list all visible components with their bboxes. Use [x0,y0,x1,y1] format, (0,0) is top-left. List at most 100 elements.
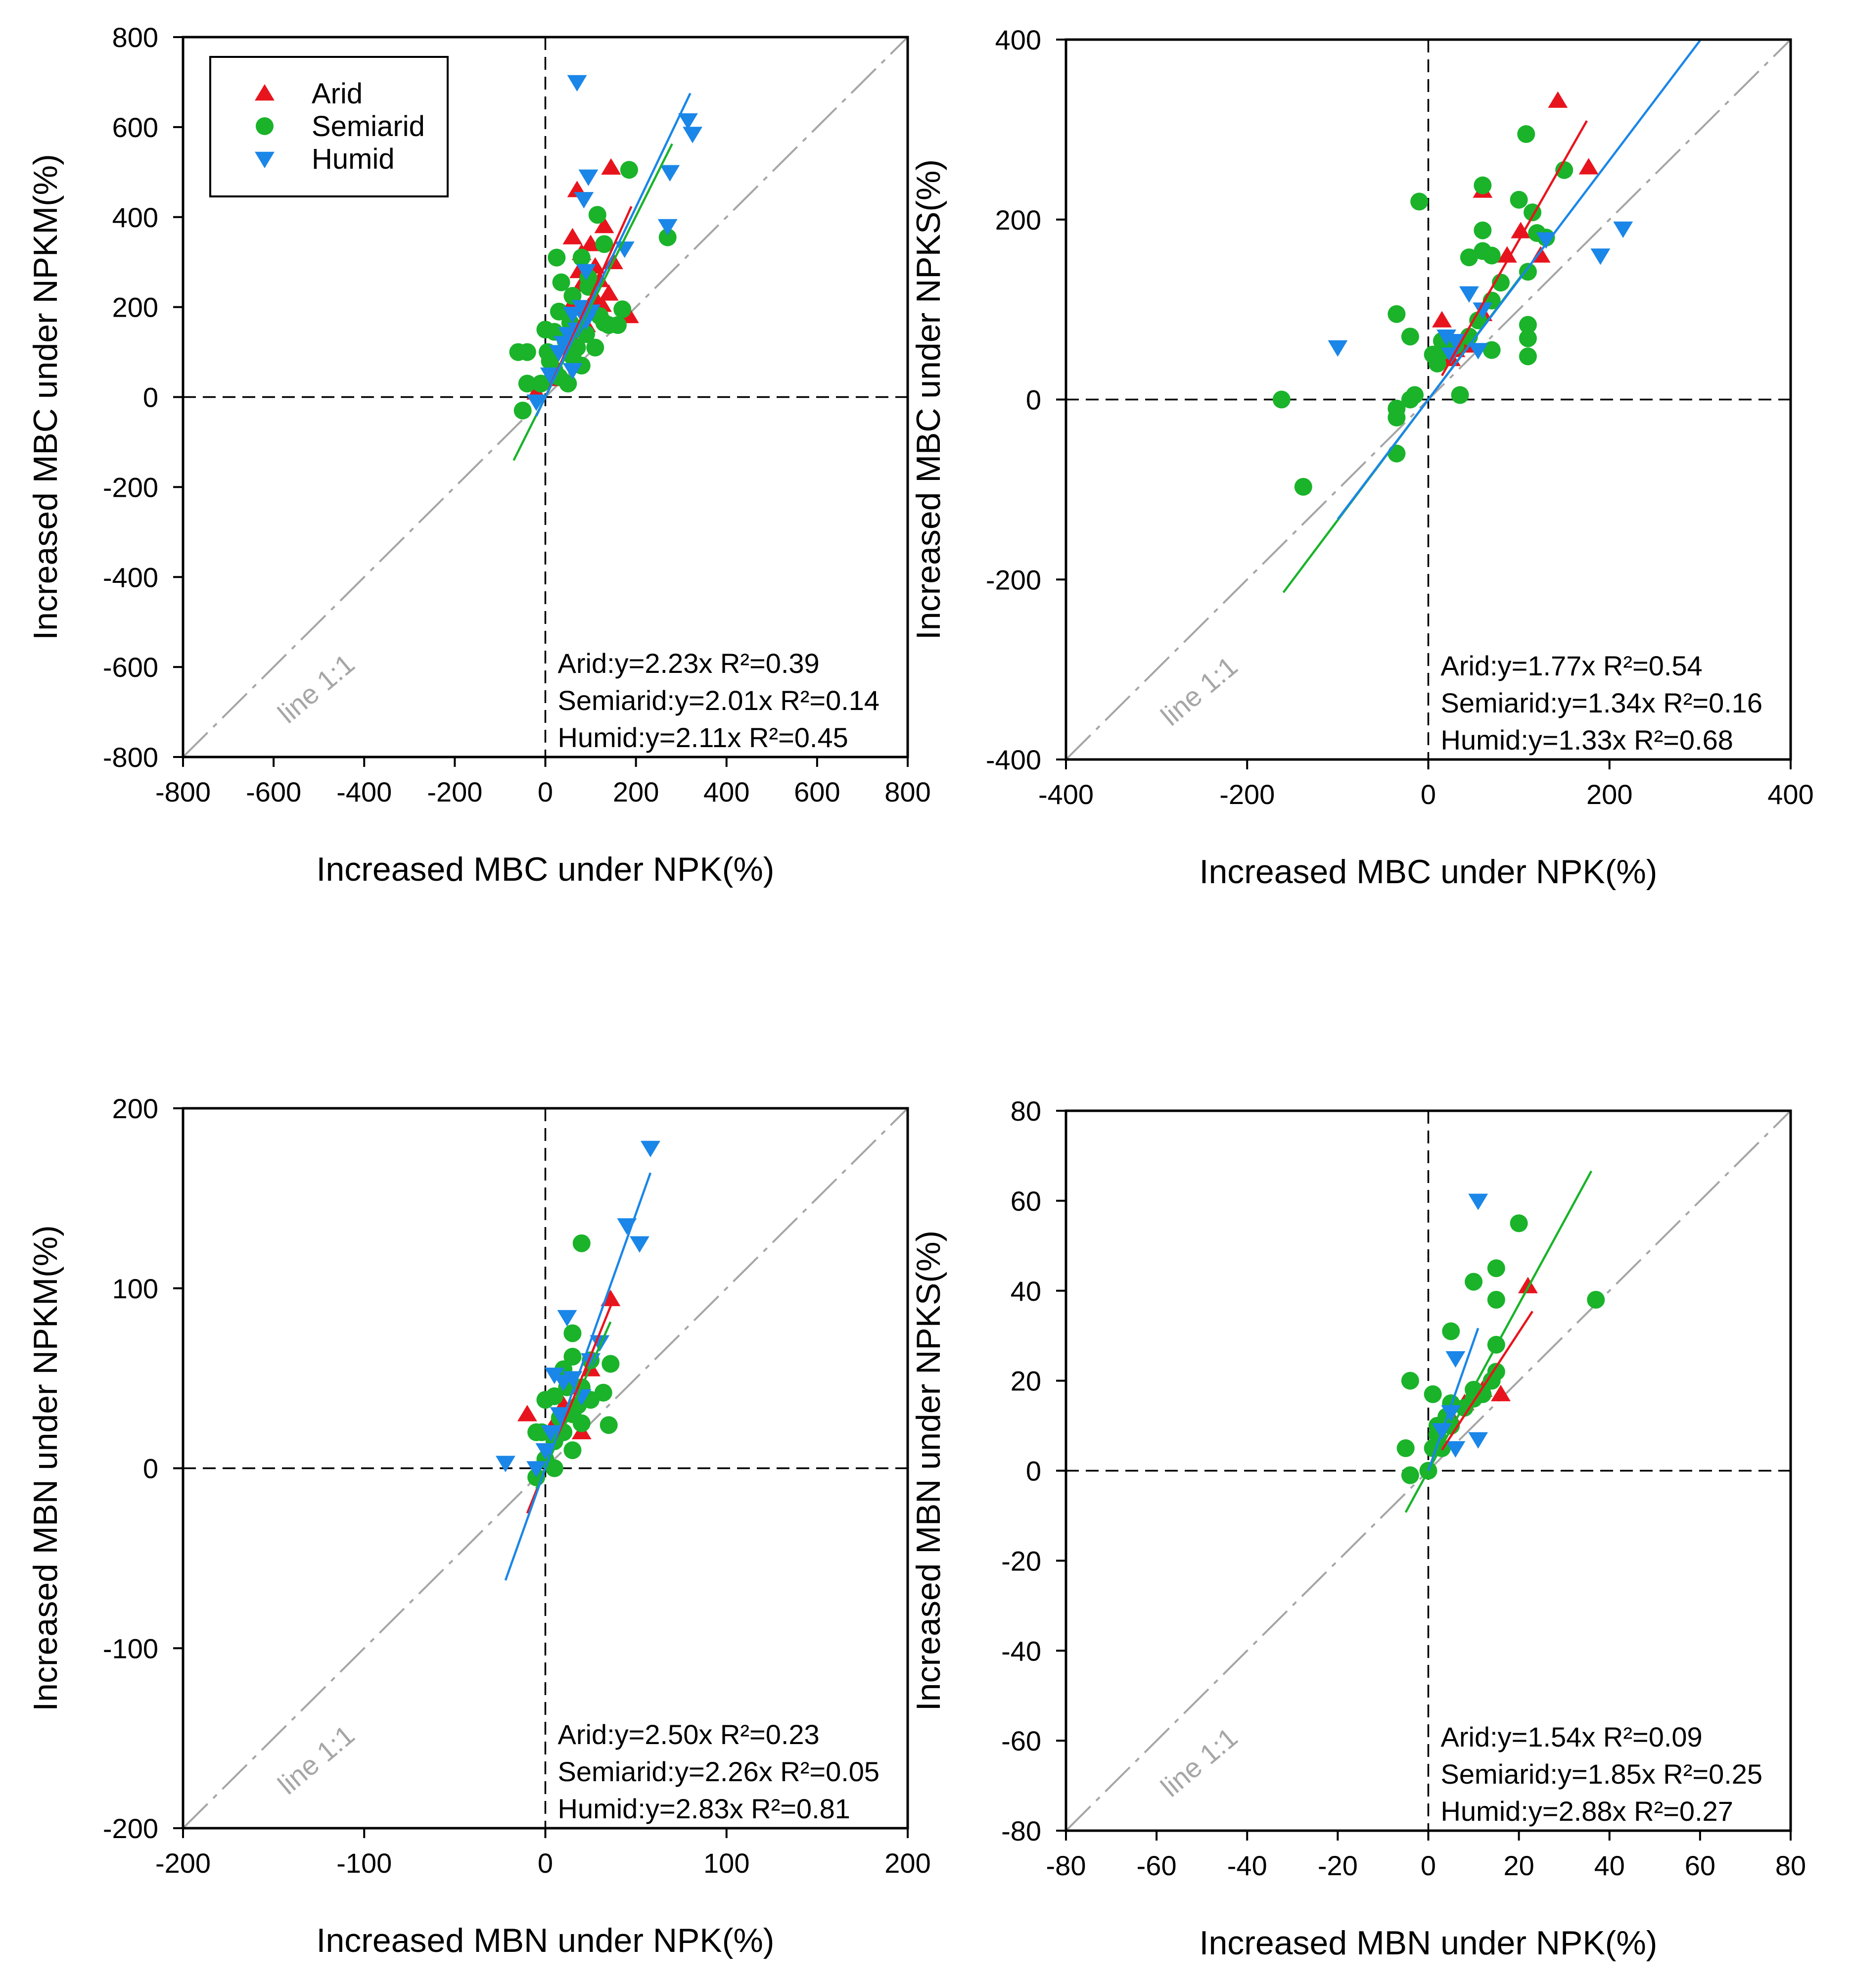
data-point-semiarid [586,338,604,357]
y-tick-label: 80 [1011,1095,1041,1127]
data-point-semiarid [1401,1372,1419,1390]
data-point-humid [630,1236,649,1253]
y-tick-label: -200 [103,1813,158,1844]
fit-line-humid [535,93,692,417]
y-tick-label: -40 [1001,1635,1041,1666]
x-tick-label: 80 [1775,1850,1806,1881]
x-axis-title: Increased MBC under NPK(%) [317,851,775,888]
panel-mbn-npkm: line 1:1-200 -100 0 100 200-200-1000100200In… [27,1093,931,1959]
series-semiarid [509,161,677,420]
data-point-semiarid [1474,221,1492,239]
data-point-arid [581,235,601,251]
data-point-arid [1491,1384,1511,1402]
x-tick-label: 60 [1685,1850,1715,1881]
data-point-humid [578,169,599,186]
data-point-humid [495,1456,515,1472]
data-point-semiarid [1424,345,1442,364]
y-tick-label: 400 [112,202,158,233]
data-point-semiarid [572,1414,591,1432]
x-tick-label: 0 [538,776,553,807]
data-point-humid [540,367,560,384]
data-point-semiarid [1482,1372,1501,1390]
legend-marker-humid [255,151,275,168]
data-point-semiarid [1465,1273,1483,1291]
data-point-arid [1497,246,1517,263]
fit-line-humid [1337,40,1701,520]
data-point-semiarid [1396,1439,1415,1458]
x-axis-title: Increased MBN under NPK(%) [317,1922,775,1959]
data-point-semiarid [1517,125,1535,143]
y-tick-label: 0 [1026,384,1041,416]
y-tick-label: 600 [112,112,158,143]
legend-label-arid: Arid [312,78,363,110]
data-point-semiarid [1482,341,1501,359]
x-tick-label: -200 [155,1847,211,1879]
x-tick-label: -600 [246,776,301,807]
y-tick-label: -800 [103,742,158,773]
data-point-semiarid [572,1234,591,1252]
y-axis-title: Increased MBC under NPKS(%) [910,159,947,640]
data-point-humid [1445,1351,1466,1368]
data-point-semiarid [572,248,591,267]
y-tick-label: 200 [995,204,1041,236]
data-point-semiarid [518,343,536,361]
data-point-semiarid [1487,1290,1505,1309]
y-tick-label: -200 [103,472,158,503]
data-point-semiarid [559,375,577,393]
regression-equation: Arid:y=2.23x R²=0.39 [558,648,820,679]
data-point-humid [558,327,578,344]
data-point-humid [567,75,587,92]
data-point-humid [1441,1405,1461,1422]
data-point-arid [594,216,614,234]
x-tick-label: 400 [1767,779,1813,810]
data-point-humid [640,1140,660,1158]
x-tick-label: -200 [427,776,482,807]
data-point-semiarid [609,316,627,334]
y-tick-label: -80 [1001,1815,1041,1846]
data-point-semiarid [1587,1290,1605,1309]
regression-equation: Humid:y=2.11x R²=0.45 [558,722,848,753]
legend-box [209,56,449,197]
data-point-arid [517,1405,537,1421]
y-tick-label: 800 [112,22,158,53]
data-point-arid [1518,1277,1538,1293]
data-point-semiarid [1510,1214,1528,1232]
x-tick-label: 100 [703,1847,749,1879]
legend-marker-semiarid [256,117,274,135]
data-point-semiarid [1401,328,1419,346]
data-point-semiarid [1294,477,1312,496]
y-tick-label: -600 [103,652,158,683]
data-point-semiarid [563,1441,582,1460]
data-point-semiarid [601,1355,620,1373]
data-point-humid [535,1443,555,1460]
data-point-semiarid [563,1324,582,1342]
data-point-humid [614,241,635,258]
x-tick-label: -800 [155,776,211,807]
data-point-humid [1436,329,1457,346]
x-tick-label: -200 [1219,779,1275,810]
data-point-semiarid [1519,347,1537,366]
y-tick-label: 0 [143,1453,158,1484]
data-point-semiarid [1401,390,1419,409]
legend-label-humid: Humid [312,143,395,175]
regression-equation: Arid:y=1.77x R²=0.54 [1441,650,1703,681]
data-point-semiarid [1401,1466,1419,1484]
x-axis-title: Increased MBN under NPK(%) [1200,1924,1658,1962]
y-tick-label: -400 [986,744,1041,775]
data-point-humid [562,363,583,379]
data-point-semiarid [518,375,536,393]
x-tick-label: 200 [1586,779,1632,810]
y-axis-title: Increased MBN under NPKM(%) [27,1225,64,1711]
y-tick-label: 400 [995,24,1041,55]
y-tick-label: 40 [1011,1276,1041,1307]
data-point-humid [1445,1441,1466,1458]
data-point-semiarid [1388,408,1406,426]
y-axis-title: Increased MBC under NPKM(%) [27,154,64,640]
data-point-arid [599,284,619,301]
y-tick-label: 100 [112,1273,158,1304]
data-point-humid [1473,302,1493,319]
panel-mbn-npks: line 1:1-80 -60 -40 -20 0 20 40 60 80-80-60-40-2… [910,1095,1806,1962]
x-tick-label: 0 [1421,1850,1436,1881]
